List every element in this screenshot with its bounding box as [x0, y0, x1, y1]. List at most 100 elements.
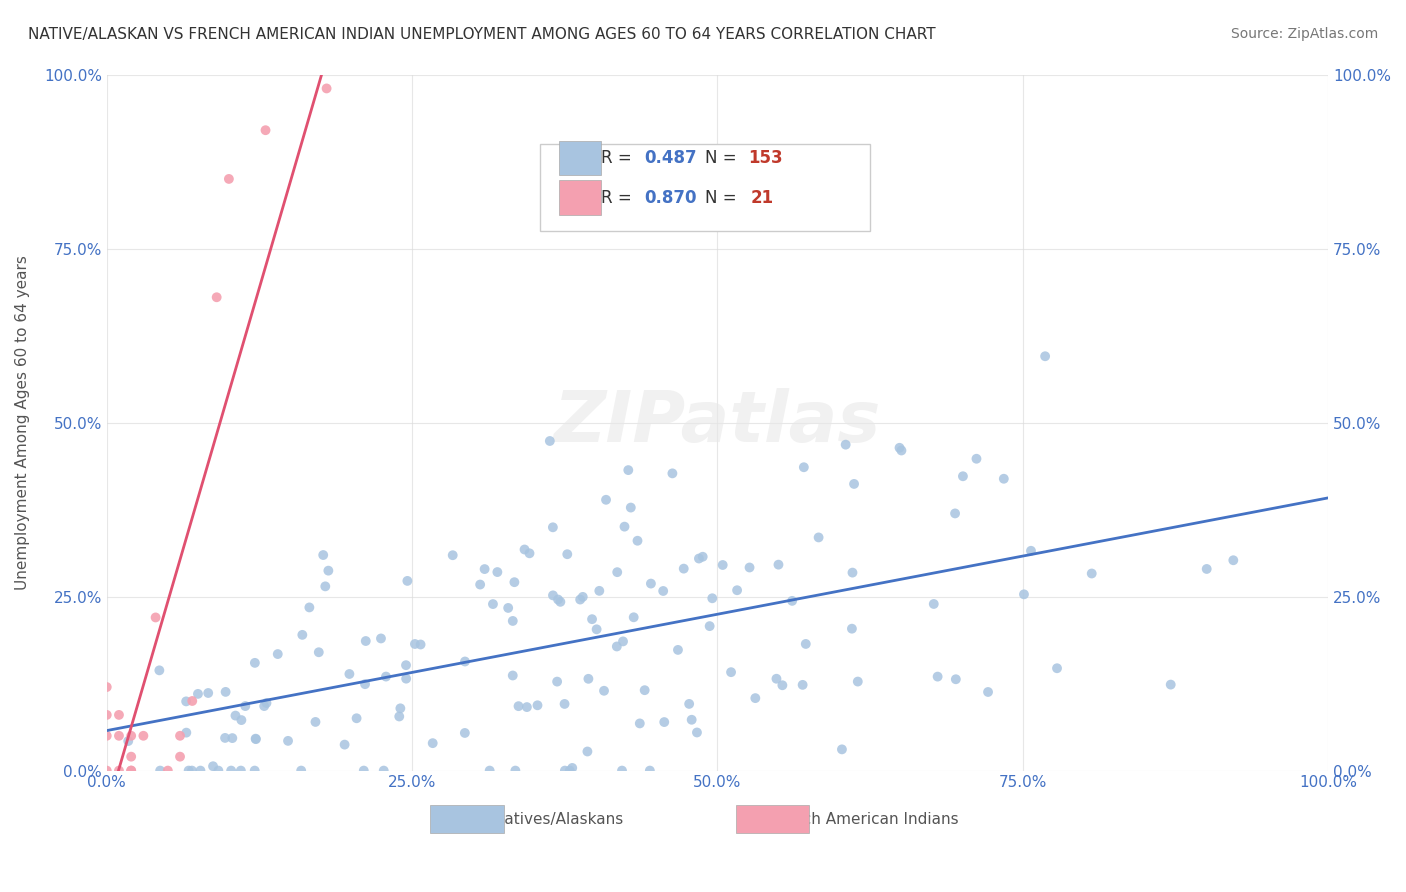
Point — [922, 597, 945, 611]
Point — [314, 579, 336, 593]
Text: R =: R = — [602, 189, 637, 208]
Point — [205, 290, 228, 304]
Point — [943, 507, 966, 521]
Text: Natives/Alaskans: Natives/Alaskans — [494, 812, 624, 827]
Text: French American Indians: French American Indians — [769, 812, 959, 827]
Point — [229, 764, 252, 778]
Point — [554, 764, 576, 778]
Point — [588, 583, 610, 598]
Point — [256, 696, 278, 710]
Point — [541, 520, 564, 534]
Point — [620, 500, 643, 515]
Point — [120, 729, 142, 743]
Point — [993, 472, 1015, 486]
Text: N =: N = — [706, 149, 742, 167]
Point — [841, 566, 863, 580]
Point — [474, 562, 496, 576]
Point — [593, 683, 616, 698]
Point — [612, 634, 634, 648]
Point — [312, 548, 335, 562]
Point — [834, 437, 856, 451]
Point — [117, 734, 139, 748]
Point — [502, 614, 524, 628]
Point — [538, 434, 561, 448]
Point — [550, 595, 572, 609]
Text: 0.870: 0.870 — [644, 189, 696, 208]
Point — [395, 672, 418, 686]
Point — [842, 477, 865, 491]
Point — [952, 469, 974, 483]
Point — [516, 700, 538, 714]
Point — [346, 711, 368, 725]
Point — [792, 678, 814, 692]
Point — [1080, 566, 1102, 581]
Point — [699, 619, 721, 633]
Point — [595, 492, 617, 507]
Point — [148, 664, 170, 678]
Point — [606, 565, 628, 579]
Point — [169, 729, 191, 743]
Point — [626, 533, 648, 548]
Point — [831, 742, 853, 756]
Point — [793, 460, 815, 475]
Point — [526, 698, 548, 713]
Point — [1019, 543, 1042, 558]
Point — [576, 672, 599, 686]
Point — [505, 764, 527, 778]
Text: R =: R = — [602, 149, 637, 167]
Point — [373, 764, 395, 778]
Text: NATIVE/ALASKAN VS FRENCH AMERICAN INDIAN UNEMPLOYMENT AMONG AGES 60 TO 64 YEARS : NATIVE/ALASKAN VS FRENCH AMERICAN INDIAN… — [28, 27, 936, 42]
Point — [354, 634, 377, 648]
Point — [513, 542, 536, 557]
Point — [666, 643, 689, 657]
Point — [254, 123, 277, 137]
Point — [108, 764, 131, 778]
Point — [207, 764, 229, 778]
Point — [318, 564, 340, 578]
Point — [692, 549, 714, 564]
Point — [508, 699, 530, 714]
Point — [96, 707, 118, 722]
Point — [156, 764, 179, 778]
FancyBboxPatch shape — [540, 145, 870, 231]
Point — [354, 677, 377, 691]
Point — [96, 680, 118, 694]
Point — [233, 699, 256, 714]
Text: 0.487: 0.487 — [644, 149, 697, 167]
Point — [108, 707, 131, 722]
Point — [277, 734, 299, 748]
Point — [623, 610, 645, 624]
FancyBboxPatch shape — [558, 180, 602, 215]
Point — [96, 729, 118, 743]
Point — [177, 764, 200, 778]
Point — [454, 726, 477, 740]
Point — [977, 685, 1000, 699]
Point — [617, 463, 640, 477]
Point — [267, 647, 290, 661]
Point — [558, 764, 581, 778]
Point — [744, 691, 766, 706]
Point — [389, 701, 412, 715]
Point — [554, 697, 576, 711]
Text: Source: ZipAtlas.com: Source: ZipAtlas.com — [1230, 27, 1378, 41]
Point — [132, 729, 155, 743]
Point — [190, 764, 212, 778]
Point — [555, 547, 578, 561]
Point — [219, 764, 242, 778]
Point — [120, 749, 142, 764]
Point — [720, 665, 742, 680]
Point — [370, 632, 392, 646]
Point — [149, 764, 172, 778]
Point — [145, 610, 167, 624]
Point — [661, 467, 683, 481]
Point — [290, 764, 312, 778]
Point — [807, 530, 830, 544]
Point — [681, 713, 703, 727]
Point — [468, 577, 491, 591]
Point — [245, 732, 267, 747]
Point — [1160, 677, 1182, 691]
Point — [224, 708, 246, 723]
Point — [396, 574, 419, 588]
Point — [197, 686, 219, 700]
Point — [333, 738, 356, 752]
